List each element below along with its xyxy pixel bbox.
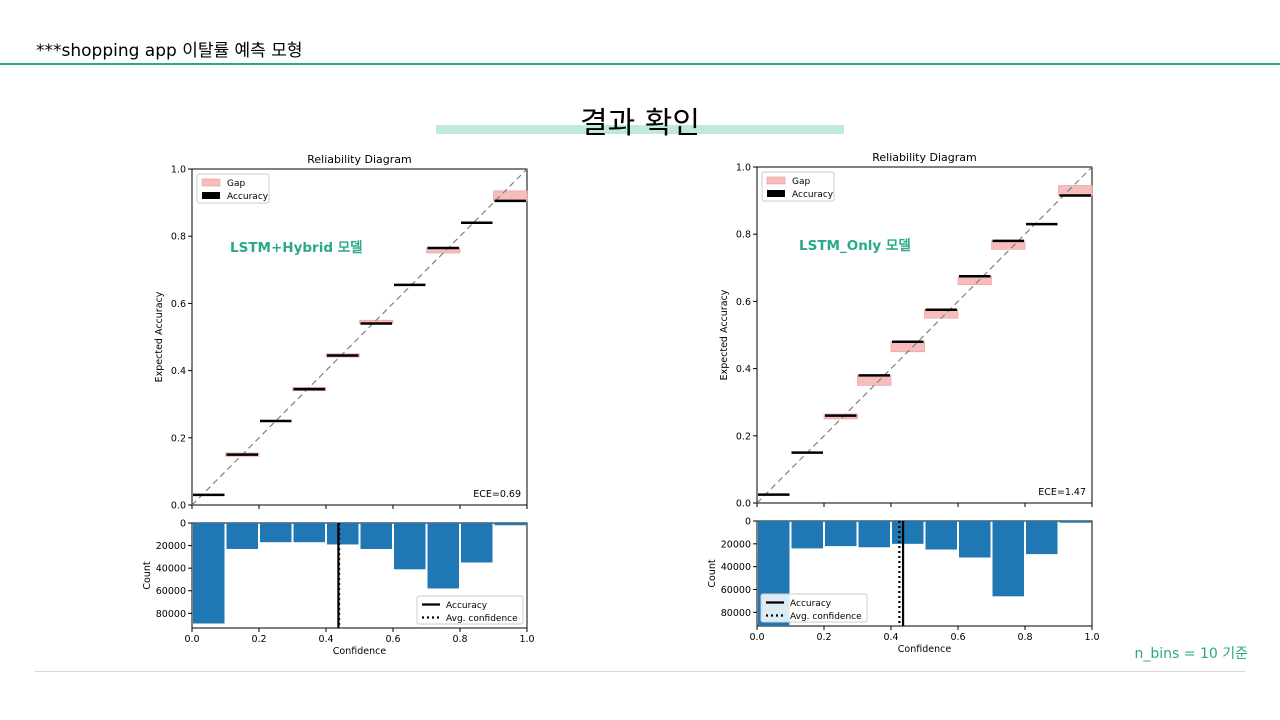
gap-bar [493, 190, 528, 202]
reliability-diagram-lstm-hybrid: Reliability Diagram 0.0 0.2 0.4 0.6 0.8 1.0 Exp… [142, 153, 535, 657]
gap-bar [890, 341, 925, 353]
header-divider [0, 63, 1280, 65]
gap-bar [924, 309, 959, 319]
count-bar [959, 521, 991, 558]
count-legend-box [760, 593, 868, 623]
count-axis-label: Count [142, 561, 153, 589]
footnote-bins: n_bins = 10 기준 [1134, 646, 1248, 662]
model-label: LSTM_Only 모델 [799, 238, 911, 254]
count-bar [360, 523, 392, 549]
count-legend-accuracy-label: Accuracy [790, 599, 832, 609]
gap-bar [991, 240, 1026, 250]
chart-title: Reliability Diagram [307, 153, 411, 166]
x-tick-label: 1.0 [1084, 632, 1099, 643]
count-bar [858, 521, 890, 548]
count-bar [1026, 521, 1058, 555]
x-tick-label: 1.0 [519, 634, 534, 645]
footer-divider [35, 671, 1245, 672]
x-tick-label: 0.6 [385, 634, 400, 645]
y-tick-label: 0.4 [171, 366, 186, 377]
gap-bar [957, 275, 992, 285]
section-title: 결과 확인 [580, 106, 700, 141]
x-tick-label: 0.0 [749, 632, 764, 643]
y-tick-label: 0.6 [736, 297, 751, 308]
page-header-title: ***shopping app 이탈률 예측 모형 [36, 41, 303, 61]
y-tick-label: 1.0 [736, 163, 751, 174]
legend-accuracy-swatch [767, 190, 785, 197]
count-y-tick-label: 60000 [721, 585, 751, 596]
x-tick-label: 0.4 [318, 634, 333, 645]
legend-accuracy-label: Accuracy [792, 190, 834, 200]
perfect-calibration-line [191, 168, 528, 506]
count-bar [1059, 521, 1091, 523]
count-bar [327, 523, 359, 545]
legend-accuracy-label: Accuracy [227, 192, 269, 202]
reliability-diagram-lstm-only: Reliability Diagram 0.0 0.2 0.4 0.6 0.8 1.0 Exp… [707, 151, 1100, 655]
count-bar [260, 523, 292, 543]
y-tick-label: 0.2 [736, 431, 751, 442]
y-tick-label: 0.0 [171, 501, 186, 512]
y-tick-label: 0.4 [736, 364, 751, 375]
ece-value: ECE=1.47 [1038, 487, 1086, 498]
x-tick-label: 0.8 [452, 634, 467, 645]
section-title-highlight [436, 125, 844, 134]
y-tick-label: 1.0 [171, 165, 186, 176]
legend-gap-label: Gap [792, 177, 810, 187]
count-legend-accuracy-label: Accuracy [446, 601, 488, 611]
count-y-tick-label: 40000 [721, 562, 751, 573]
count-bar [226, 523, 258, 549]
count-bar [427, 523, 459, 589]
x-tick-label: 0.6 [950, 632, 965, 643]
count-legend-box [416, 595, 524, 625]
count-bar [293, 523, 325, 543]
x-tick-label: 0.4 [883, 632, 898, 643]
chart-title: Reliability Diagram [872, 151, 976, 164]
gap-bar [857, 375, 892, 386]
y-tick-label: 0.2 [171, 433, 186, 444]
count-y-tick-label: 0 [745, 517, 751, 528]
count-y-tick-label: 60000 [156, 586, 186, 597]
y-tick-label: 0.0 [736, 499, 751, 510]
count-bar [494, 523, 526, 526]
x-tick-label: 0.8 [1017, 632, 1032, 643]
x-axis-label: Confidence [898, 644, 952, 655]
y-tick-label: 0.8 [171, 232, 186, 243]
count-bar [461, 523, 493, 563]
y-tick-label: 0.6 [171, 299, 186, 310]
x-tick-label: 0.2 [251, 634, 266, 645]
count-bar [992, 521, 1024, 597]
count-y-tick-label: 20000 [721, 539, 751, 550]
count-axis-label: Count [707, 559, 718, 587]
count-bar [892, 521, 924, 544]
count-y-tick-label: 0 [180, 519, 186, 530]
count-y-tick-label: 80000 [721, 608, 751, 619]
legend-gap-swatch [201, 178, 221, 187]
x-axis-label: Confidence [333, 646, 387, 657]
y-tick-label: 0.8 [736, 230, 751, 241]
x-tick-label: 0.2 [816, 632, 831, 643]
legend-gap-swatch [766, 176, 786, 185]
legend-gap-label: Gap [227, 179, 245, 189]
count-y-tick-label: 40000 [156, 564, 186, 575]
count-bar [925, 521, 957, 550]
y-axis-label: Expected Accuracy [719, 289, 730, 380]
y-axis-label: Expected Accuracy [154, 291, 165, 382]
count-legend-confidence-label: Avg. confidence [446, 614, 518, 624]
count-bar [394, 523, 426, 570]
count-bar [193, 523, 225, 624]
count-bar [791, 521, 823, 549]
count-legend-confidence-label: Avg. confidence [790, 612, 862, 622]
count-y-tick-label: 20000 [156, 541, 186, 552]
model-label: LSTM+Hybrid 모델 [230, 240, 363, 256]
gap-bar [1058, 185, 1093, 196]
x-tick-label: 0.0 [184, 634, 199, 645]
count-y-tick-label: 80000 [156, 609, 186, 620]
count-bar [825, 521, 857, 547]
legend-accuracy-swatch [202, 192, 220, 199]
ece-value: ECE=0.69 [473, 489, 521, 500]
